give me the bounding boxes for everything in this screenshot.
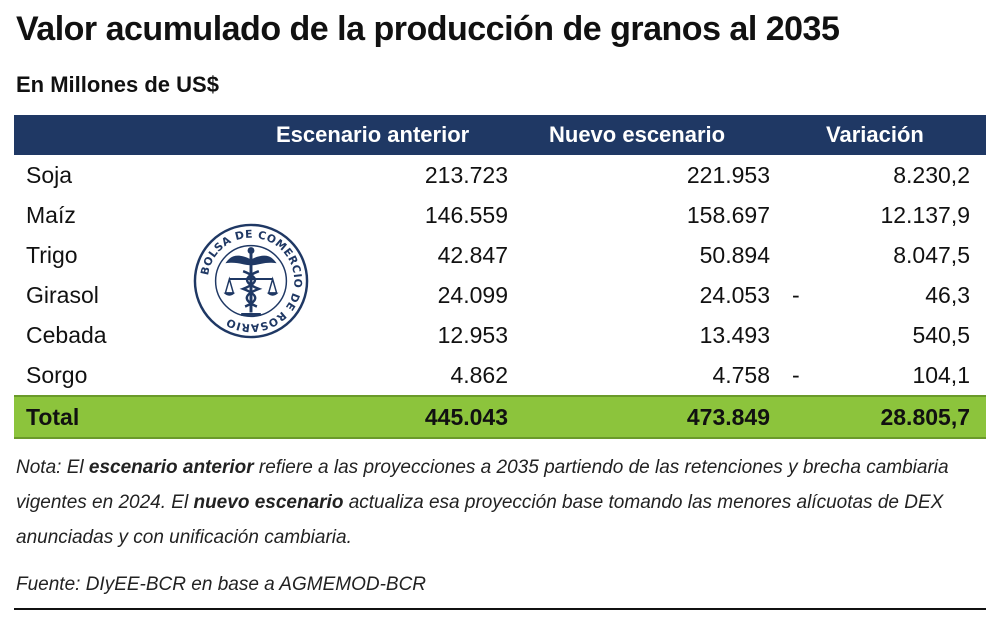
cell-nuevo: 4.758: [712, 362, 770, 388]
cell-variacion: 540,5: [912, 322, 970, 348]
table-row: Girasol 24.099 24.053 - 46,3: [14, 275, 986, 315]
total-nuevo: 473.849: [686, 404, 770, 430]
header-nuevo-escenario: Nuevo escenario: [549, 122, 726, 147]
bcr-logo-icon: BOLSA DE COMERCIO DE ROSARIO: [193, 223, 309, 339]
cell-anterior: 146.559: [424, 202, 508, 228]
note-term-nuevo-escenario: nuevo escenario: [193, 492, 344, 513]
row-label: Cebada: [26, 322, 107, 348]
cell-nuevo: 50.894: [699, 242, 770, 268]
row-label: Trigo: [26, 242, 78, 268]
total-anterior: 445.043: [424, 404, 508, 430]
cell-sign: -: [792, 362, 800, 388]
row-label: Sorgo: [26, 362, 88, 388]
page-title: Valor acumulado de la producción de gran…: [16, 10, 840, 48]
row-label: Girasol: [26, 282, 99, 308]
table-row: Sorgo 4.862 4.758 - 104,1: [14, 355, 986, 395]
cell-nuevo: 221.953: [686, 162, 770, 188]
table-header: Escenario anterior Nuevo escenario Varia…: [14, 115, 986, 155]
table-row: Soja 213.723 221.953 8.230,2: [14, 155, 986, 195]
table-note: Nota: El escenario anterior refiere a la…: [16, 450, 976, 555]
cell-variacion: 8.047,5: [893, 242, 970, 268]
cell-anterior: 4.862: [450, 362, 508, 388]
cell-variacion: 8.230,2: [893, 162, 970, 188]
page-subtitle: En Millones de US$: [16, 72, 219, 97]
cell-variacion: 46,3: [925, 282, 970, 308]
cell-anterior: 24.099: [437, 282, 508, 308]
cell-anterior: 213.723: [424, 162, 508, 188]
header-escenario-anterior: Escenario anterior: [276, 122, 470, 147]
row-label: Maíz: [26, 202, 76, 228]
bottom-divider: [14, 608, 986, 610]
total-row: Total 445.043 473.849 28.805,7: [14, 395, 986, 439]
data-table: Escenario anterior Nuevo escenario Varia…: [14, 115, 986, 439]
cell-anterior: 12.953: [437, 322, 508, 348]
header-variacion: Variación: [826, 122, 924, 147]
cell-anterior: 42.847: [437, 242, 508, 268]
source-note: Fuente: DIyEE-BCR en base a AGMEMOD-BCR: [16, 574, 427, 595]
row-label: Soja: [26, 162, 73, 188]
table-row: Trigo 42.847 50.894 8.047,5: [14, 235, 986, 275]
cell-variacion: 104,1: [912, 362, 970, 388]
table-row: Cebada 12.953 13.493 540,5: [14, 315, 986, 355]
cell-nuevo: 13.493: [699, 322, 770, 348]
cell-sign: -: [792, 282, 800, 308]
note-middle: refiere a las proyecciones a 2035 partie…: [16, 457, 949, 513]
total-label: Total: [26, 404, 80, 430]
cell-variacion: 12.137,9: [880, 202, 970, 228]
note-suffix: actualiza esa proyección base tomando la…: [16, 492, 944, 548]
note-prefix: Nota: El: [16, 457, 89, 478]
cell-nuevo: 24.053: [699, 282, 770, 308]
total-variacion: 28.805,7: [880, 404, 970, 430]
note-term-escenario-anterior: escenario anterior: [88, 457, 254, 478]
table-row: Maíz 146.559 158.697 12.137,9: [14, 195, 986, 235]
cell-nuevo: 158.697: [686, 202, 770, 228]
